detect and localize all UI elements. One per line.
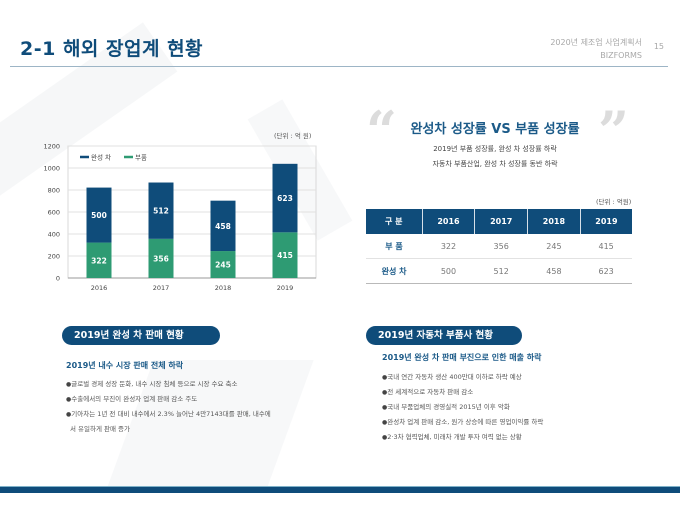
footer-divider [0, 486, 680, 487]
legend-label: 완성 차 [91, 153, 111, 162]
bar-segment [86, 242, 112, 278]
chart-legend: 완성 차 부품 [80, 153, 147, 162]
legend-label: 부품 [135, 154, 147, 162]
table-header-cell: 2019 [580, 209, 632, 234]
table-unit-label: (단위 : 억원) [596, 198, 632, 206]
table-cell: 512 [474, 258, 528, 284]
section-subtitle-right: 2019년 완성 차 판매 부진으로 인한 매출 하락 [382, 353, 542, 362]
bar-segment [86, 187, 112, 243]
open-quote-icon: “ [366, 99, 398, 163]
bar-value-label: 356 [153, 254, 169, 263]
y-tick-label: 800 [48, 187, 60, 195]
x-axis-ticks: 2016 2017 2018 2019 [91, 284, 294, 292]
highlight-line: 자동차 부품산업, 완성 차 성장률 동반 하락 [432, 160, 558, 168]
bullet-item: 기아차는 1년 전 대비 내수에서 2.3% 늘어난 4만7143대를 판매, … [66, 407, 271, 422]
document-header: 2020년 제조업 사업계획서 BIZFORMS [550, 36, 642, 62]
bar-value-label: 322 [91, 256, 107, 265]
bullet-item: 전 세계적으로 자동차 판매 감소 [382, 385, 543, 400]
y-tick-label: 600 [48, 209, 60, 217]
bullet-item: 국내 부품업체의 경영실적 2015년 이후 악화 [382, 400, 543, 415]
close-quote-icon: ” [598, 99, 630, 163]
document-name: 2020년 제조업 사업계획서 [550, 38, 642, 47]
table-cell: 415 [580, 234, 632, 259]
bullet-item: 2·3차 협력업체, 미래차 개발 투자 여력 없는 상황 [382, 430, 543, 445]
bar-value-label: 500 [91, 211, 107, 220]
table-row: 완성 차 500 512 458 623 [366, 258, 632, 284]
table-header-cell: 2018 [527, 209, 581, 234]
section-pill-right: 2019년 자동차 부품사 현황 [366, 326, 522, 345]
data-table: 구 분 2016 2017 2018 2019 부 품 322 356 245 … [366, 209, 632, 284]
table-cell: 458 [527, 258, 581, 284]
x-tick-label: 2017 [153, 284, 170, 292]
y-axis-ticks: 0 200 400 600 800 1000 1200 [43, 143, 60, 283]
section-subtitle-left: 2019년 내수 시장 판매 전체 하락 [66, 361, 184, 370]
table-header-row: 구 분 2016 2017 2018 2019 [366, 209, 632, 234]
table-header-cell: 2016 [422, 209, 476, 234]
y-tick-label: 1200 [43, 143, 60, 151]
y-tick-label: 0 [56, 275, 60, 283]
highlight-title: 완성차 성장률 VS 부품 성장률 [410, 122, 580, 137]
bar-value-label: 245 [215, 261, 231, 270]
bullet-item: 수출에서의 부진이 완성자 업계 판매 감소 주도 [66, 392, 271, 407]
bullet-item: 글로벌 경제 성장 둔화, 내수 시장 침체 등으로 시장 수요 축소 [66, 377, 271, 392]
bar-value-label: 458 [215, 222, 231, 231]
chart-bars: 322 500 356 512 245 458 415 623 [86, 163, 298, 278]
x-tick-label: 2019 [277, 284, 294, 292]
bar-value-label: 512 [153, 207, 169, 216]
bullet-list-right: 국내 연간 자동차 생산 400만대 이하로 하락 예상 전 세계적으로 자동차… [382, 370, 543, 445]
bar-segment [148, 238, 174, 278]
bullet-list-left: 글로벌 경제 성장 둔화, 내수 시장 침체 등으로 시장 수요 축소 수출에서… [66, 377, 271, 437]
brand-name: BIZFORMS [600, 51, 642, 60]
x-tick-label: 2018 [215, 284, 232, 292]
title-divider [10, 66, 668, 67]
footer-bar [0, 487, 680, 493]
table-cell: 500 [422, 258, 475, 284]
table-row-label: 부 품 [366, 234, 423, 259]
bullet-item: 완성차 업계 판매 감소, 원가 상승에 따른 영업이익률 하락 [382, 415, 543, 430]
page-number: 15 [653, 42, 664, 51]
y-tick-label: 400 [48, 231, 60, 239]
y-tick-label: 1000 [43, 165, 60, 173]
bar-segment [272, 232, 298, 278]
y-tick-label: 200 [48, 253, 60, 261]
table-cell: 356 [474, 234, 528, 259]
table-cell: 623 [580, 258, 632, 284]
table-header-cell: 2017 [474, 209, 529, 234]
table-cell: 322 [422, 234, 475, 259]
bar-value-label: 623 [277, 194, 293, 203]
bar-segment [272, 163, 298, 233]
x-tick-label: 2016 [91, 284, 108, 292]
bar-segment [210, 251, 236, 278]
bar-segment [148, 182, 174, 239]
table-row-label: 완성 차 [366, 258, 423, 284]
table-cell: 245 [527, 234, 581, 259]
bar-segment [210, 200, 236, 252]
bullet-item: 국내 연간 자동차 생산 400만대 이하로 하락 예상 [382, 370, 543, 385]
highlight-line: 2019년 부품 성장률, 완성 차 성장률 하락 [433, 145, 557, 153]
bar-value-label: 415 [277, 251, 293, 260]
bullet-item-continuation: 서 유일하게 판매 증가 [70, 425, 131, 433]
chart-unit-label: (단위 : 억 원) [274, 132, 312, 140]
stacked-bar-chart: 0 200 400 600 800 1000 1200 322 500 356 512 245 458… [43, 143, 317, 292]
section-pill-left: 2019년 완성 차 판매 현황 [62, 326, 220, 345]
page-title: 2-1 해외 장업계 현황 [20, 38, 204, 60]
table-row: 부 품 322 356 245 415 [366, 234, 632, 259]
table-header-cell: 구 분 [366, 209, 423, 234]
